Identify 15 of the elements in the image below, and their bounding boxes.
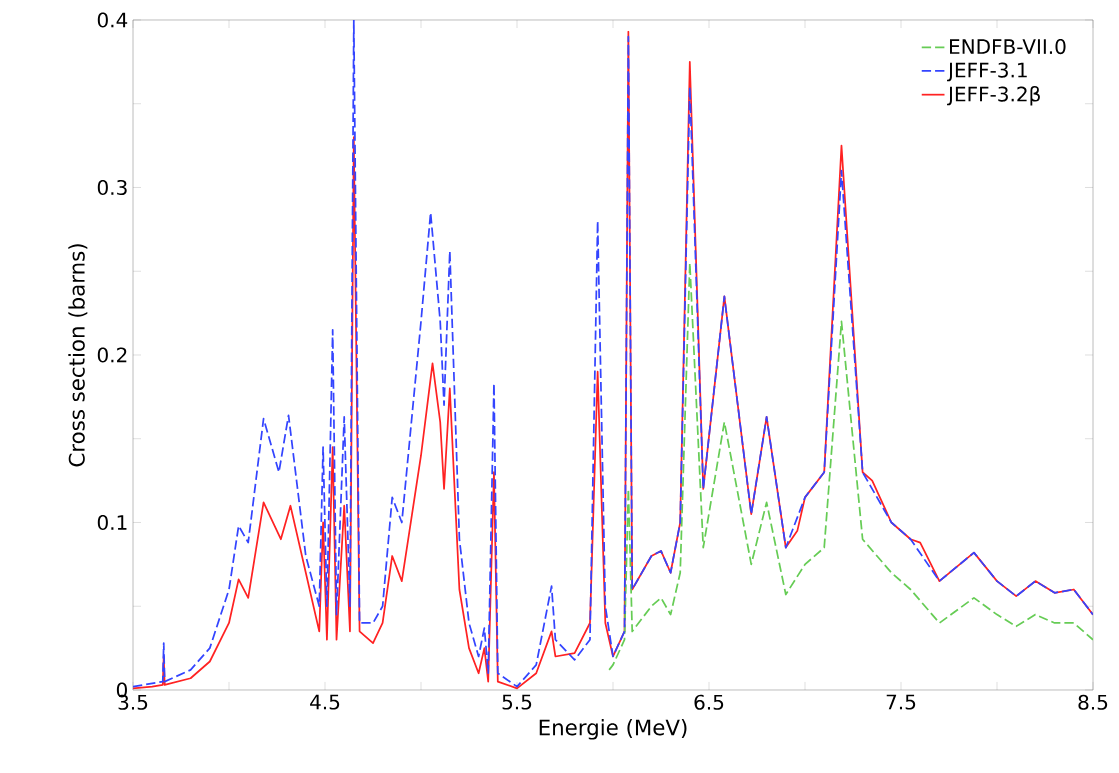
x-tick-label: 6.5 — [694, 694, 724, 710]
legend-label: JEFF-3.2β — [947, 86, 1040, 106]
legend-label: JEFF-3.1 — [947, 62, 1027, 82]
legend-label: ENDFB-VII.0 — [950, 38, 1066, 55]
x-tick-label: 8.5 — [1078, 694, 1108, 710]
x-axis-title: Energie (MeV) — [539, 718, 687, 740]
x-tick-label: 7.5 — [886, 694, 916, 710]
y-tick-label: 0.1 — [97, 514, 127, 531]
x-tick-label: 5.5 — [502, 694, 532, 710]
x-tick-label: 4.5 — [310, 694, 340, 710]
y-tick-label: 0.3 — [97, 179, 127, 196]
y-tick-label: 0.2 — [97, 347, 127, 363]
line-series — [608, 261, 1093, 671]
y-tick-label: 0.4 — [97, 12, 128, 28]
y-axis-title: Cross section (barns) — [68, 244, 88, 467]
